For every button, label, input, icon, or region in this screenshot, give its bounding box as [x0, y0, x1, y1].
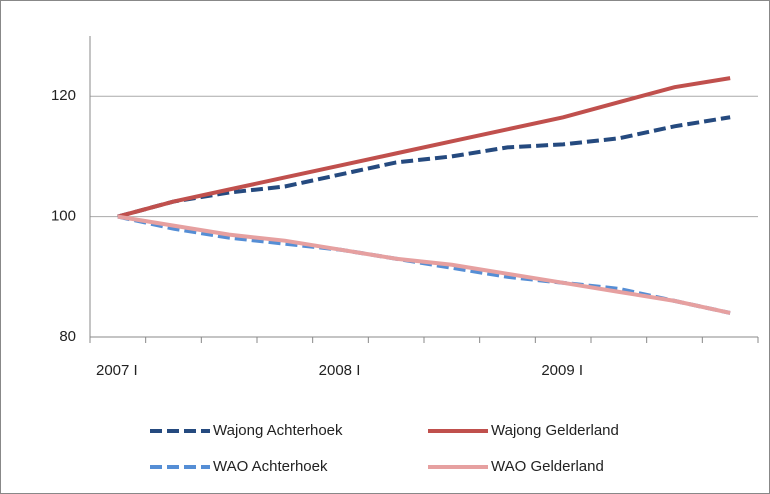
- legend-label: Wajong Achterhoek: [213, 422, 343, 439]
- x-tick-label: 2007 I: [96, 362, 138, 379]
- x-tick-label: 2008 I: [319, 362, 361, 379]
- legend-label: WAO Achterhoek: [213, 458, 328, 475]
- y-tick-label: 80: [59, 328, 76, 345]
- series-line: [117, 214, 731, 315]
- x-tick-label: 2009 I: [541, 362, 583, 379]
- legend-label: WAO Gelderland: [491, 458, 604, 475]
- series-line: [117, 115, 731, 219]
- series-line: [117, 76, 731, 219]
- y-tick-label: 100: [51, 208, 76, 225]
- legend-label: Wajong Gelderland: [491, 422, 619, 439]
- y-tick-label: 120: [51, 87, 76, 104]
